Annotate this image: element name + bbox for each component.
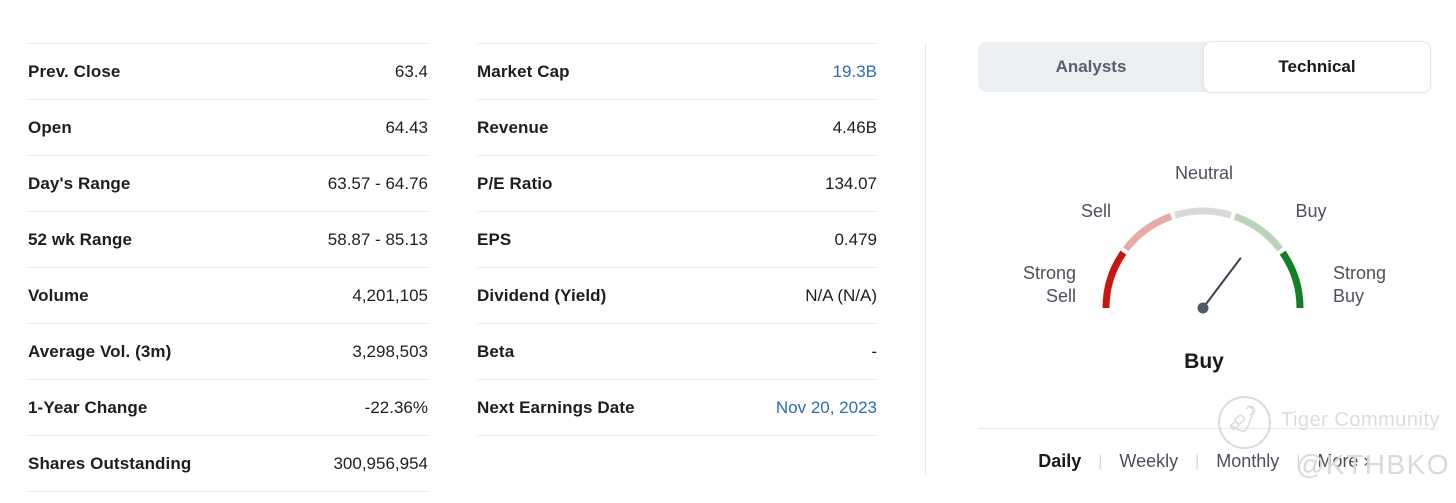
stat-label: Shares Outstanding (28, 453, 192, 473)
stat-row-dividend-yield: Dividend (Yield) N/A (N/A) (477, 268, 877, 324)
gauge-label-strong-buy: Strong Buy (1333, 263, 1387, 306)
stat-row-prev-close: Prev. Close 63.4 (28, 44, 428, 100)
next-earnings-date-link[interactable]: Nov 20, 2023 (775, 397, 877, 417)
stat-value: 3,298,503 (352, 341, 428, 361)
stat-label: Market Cap (477, 61, 570, 81)
stat-label: EPS (477, 229, 512, 249)
stat-label: 52 wk Range (28, 229, 133, 249)
stat-value: N/A (N/A) (805, 285, 877, 305)
stat-row-average-volume: Average Vol. (3m) 3,298,503 (28, 324, 428, 380)
stat-row-days-range: Day's Range 63.57 - 64.76 (28, 156, 428, 212)
stat-row-pe-ratio: P/E Ratio 134.07 (477, 156, 877, 212)
period-tab-bar: Daily | Weekly | Monthly | More › (978, 451, 1430, 472)
stat-row-52wk-range: 52 wk Range 58.87 - 85.13 (28, 212, 428, 268)
technical-gauge-chart (1102, 207, 1304, 314)
stat-value: 58.87 - 85.13 (327, 229, 428, 249)
gauge-label-sell: Sell (1080, 201, 1111, 221)
stats-column-middle: Market Cap 19.3B Revenue 4.46B P/E Ratio… (477, 43, 877, 436)
gauge-arc-buy (1233, 213, 1283, 252)
stat-label: Beta (477, 341, 515, 361)
stat-label: Dividend (Yield) (477, 285, 607, 305)
stat-label: Prev. Close (28, 61, 121, 81)
stat-value: 63.4 (394, 61, 428, 81)
tab-technical[interactable]: Technical (1203, 41, 1431, 93)
stat-label: P/E Ratio (477, 173, 553, 193)
stat-label: Day's Range (28, 173, 131, 193)
stat-row-revenue: Revenue 4.46B (477, 100, 877, 156)
gauge-arc-sell (1123, 213, 1173, 252)
gauge-needle (1202, 257, 1242, 309)
stat-value: 134.07 (825, 173, 877, 193)
stat-label: Revenue (477, 117, 549, 137)
stat-row-next-earnings-date: Next Earnings Date Nov 20, 2023 (477, 380, 877, 436)
gauge-label-strong-sell: Strong Sell (1022, 263, 1076, 306)
gauge-verdict: Buy (1184, 350, 1224, 373)
stat-row-shares-outstanding: Shares Outstanding 300,956,954 (28, 436, 428, 492)
stats-column-left: Prev. Close 63.4 Open 64.43 Day's Range … (28, 43, 428, 492)
stat-row-volume: Volume 4,201,105 (28, 268, 428, 324)
stat-label: Open (28, 117, 72, 137)
stat-row-eps: EPS 0.479 (477, 212, 877, 268)
stat-value: 64.43 (385, 117, 428, 137)
period-tab-more[interactable]: More › (1317, 451, 1369, 472)
stat-value: 4,201,105 (352, 285, 428, 305)
period-tab-weekly[interactable]: Weekly (1119, 451, 1179, 471)
period-separator: | (1195, 452, 1200, 470)
analysts-technical-tab-bar: Analysts Technical (978, 41, 1431, 93)
tab-analysts[interactable]: Analysts (1055, 57, 1127, 76)
stat-value: - (871, 341, 877, 361)
gauge-label-buy: Buy (1295, 201, 1327, 221)
period-tab-daily[interactable]: Daily (1038, 451, 1082, 471)
gauge-arc-strong-buy (1279, 250, 1304, 309)
period-separator: | (1098, 452, 1103, 470)
stat-value: -22.36% (364, 397, 428, 417)
chevron-right-icon: › (1363, 450, 1370, 472)
stat-label: Volume (28, 285, 89, 305)
gauge-arc-neutral (1173, 207, 1233, 219)
technical-rating-panel: Analysts Technical Neutral Sell Buy Stro… (978, 41, 1431, 487)
gauge-arc-strong-sell (1102, 250, 1127, 309)
stat-label: 1-Year Change (28, 397, 148, 417)
vertical-divider (925, 43, 926, 475)
stat-label: Average Vol. (3m) (28, 341, 172, 361)
stat-label: Next Earnings Date (477, 397, 635, 417)
stat-row-1year-change: 1-Year Change -22.36% (28, 380, 428, 436)
gauge-label-neutral: Neutral (1174, 163, 1234, 183)
stat-value: 300,956,954 (333, 453, 428, 473)
gauge-needle-pivot (1197, 302, 1209, 314)
stat-value: 4.46B (832, 117, 877, 137)
stat-row-market-cap: Market Cap 19.3B (477, 44, 877, 100)
stat-value: 63.57 - 64.76 (327, 173, 428, 193)
stat-value: 0.479 (834, 229, 877, 249)
panel-divider (978, 428, 1430, 429)
period-separator: | (1296, 452, 1301, 470)
market-cap-link[interactable]: 19.3B (832, 61, 877, 81)
period-tab-monthly[interactable]: Monthly (1216, 451, 1280, 471)
stat-row-open: Open 64.43 (28, 100, 428, 156)
period-tab-more-label: More (1317, 451, 1359, 471)
stat-row-beta: Beta - (477, 324, 877, 380)
